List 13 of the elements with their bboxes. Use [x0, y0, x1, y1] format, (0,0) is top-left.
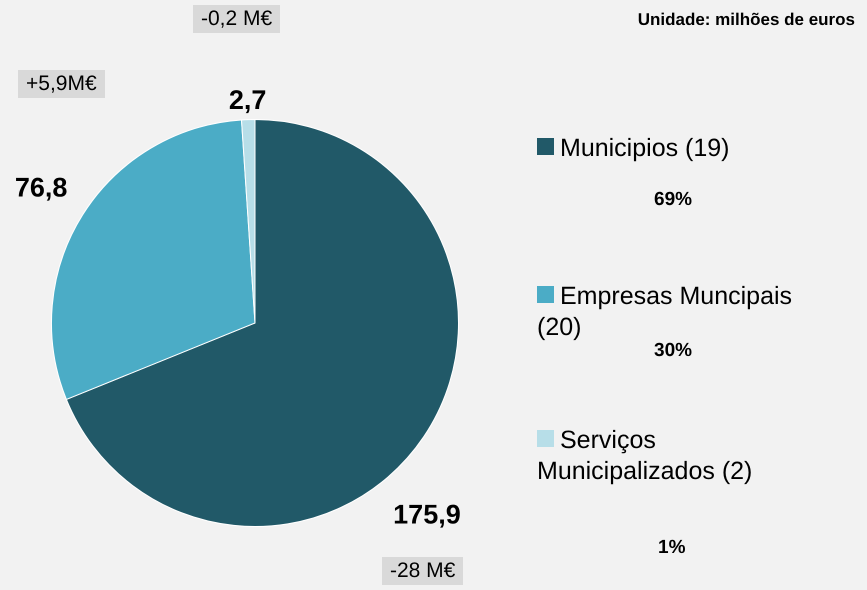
chart-title: Unidade: milhões de euros: [638, 10, 855, 30]
text: -28 M€: [382, 557, 464, 585]
text: 1%: [658, 537, 686, 559]
text: 30%: [654, 340, 692, 362]
text: -0,2 M€: [193, 5, 280, 33]
text: +5,9M€: [18, 70, 105, 98]
text: 69%: [654, 189, 692, 211]
data-label: 175,9: [393, 499, 461, 530]
data-label: 76,8: [14, 172, 68, 202]
data-label: 2,7: [228, 84, 266, 115]
legend-label: Serviços Municipalizados (2): [537, 425, 754, 487]
legend-label: Empresas Muncipais (20): [537, 282, 792, 341]
legend-label: Municipios (19): [559, 133, 731, 164]
